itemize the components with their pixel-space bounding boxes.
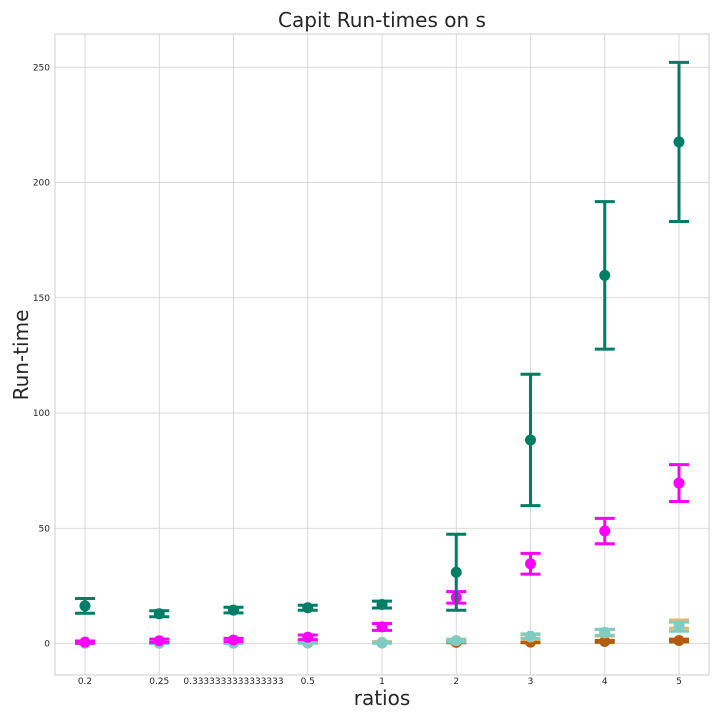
data-point <box>673 635 685 647</box>
plot-frame <box>54 33 710 676</box>
y-tick-label: 250 <box>33 63 50 73</box>
series-4 <box>75 60 689 620</box>
x-tick-label: 1 <box>379 677 385 687</box>
data-point <box>450 635 462 647</box>
data-point <box>525 434 536 446</box>
data-point <box>153 608 165 620</box>
x-tick-label: 3 <box>528 677 534 687</box>
data-point <box>376 599 388 611</box>
data-point <box>450 566 462 578</box>
x-tick-label: 0.2 <box>78 677 92 687</box>
data-point <box>673 136 685 148</box>
grid <box>55 34 709 675</box>
data-point <box>525 558 536 570</box>
x-tick-labels: 0.2 0.25 0.3333333333333333 0.5 1 2 3 4 5 <box>78 677 682 687</box>
chart-title: Capit Run-times on s <box>278 8 486 32</box>
data-point <box>673 621 685 633</box>
y-tick-labels: 0 50 100 150 200 250 <box>33 63 50 649</box>
data-point <box>599 635 611 647</box>
data-point <box>153 635 165 647</box>
data-point <box>228 604 239 616</box>
x-tick-label: 0.5 <box>301 677 315 687</box>
data-point <box>228 634 239 646</box>
y-tick-label: 200 <box>33 179 50 189</box>
data-point <box>376 637 388 649</box>
x-tick-label: 2 <box>453 677 459 687</box>
y-tick-label: 50 <box>39 524 51 534</box>
data-point <box>599 269 611 281</box>
data-point <box>302 602 314 614</box>
data-point <box>525 630 536 642</box>
data-point <box>79 600 91 612</box>
y-tick-label: 0 <box>44 640 50 650</box>
y-tick-label: 100 <box>33 409 50 419</box>
series-3 <box>75 463 689 648</box>
y-tick-label: 150 <box>33 294 50 304</box>
x-axis-label: ratios <box>354 686 411 710</box>
y-axis-label: Run-time <box>9 310 33 401</box>
data-point <box>673 477 685 489</box>
data-point <box>302 631 314 643</box>
data-point <box>599 525 611 537</box>
x-tick-label: 0.3333333333333333 <box>183 677 283 687</box>
x-tick-label: 4 <box>602 677 608 687</box>
data-point <box>599 626 611 638</box>
series-layer <box>75 60 689 649</box>
data-point <box>79 636 91 648</box>
x-tick-label: 0.25 <box>149 677 169 687</box>
x-tick-label: 5 <box>676 677 682 687</box>
data-point <box>376 621 388 633</box>
